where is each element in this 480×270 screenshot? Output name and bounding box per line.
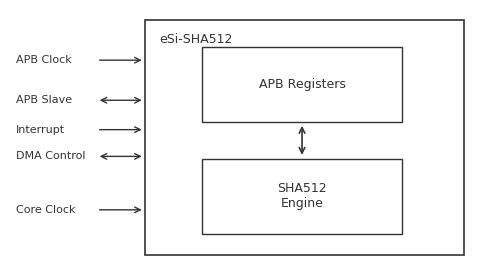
Text: DMA Control: DMA Control: [16, 151, 85, 161]
Text: eSi-SHA512: eSi-SHA512: [159, 33, 232, 46]
Text: APB Registers: APB Registers: [259, 78, 346, 91]
Text: Core Clock: Core Clock: [16, 205, 75, 215]
FancyBboxPatch shape: [202, 159, 402, 234]
FancyBboxPatch shape: [202, 47, 402, 122]
Text: APB Clock: APB Clock: [16, 55, 72, 65]
FancyBboxPatch shape: [144, 20, 464, 255]
Text: APB Slave: APB Slave: [16, 95, 72, 105]
Text: SHA512
Engine: SHA512 Engine: [277, 183, 327, 210]
Text: Interrupt: Interrupt: [16, 125, 65, 135]
